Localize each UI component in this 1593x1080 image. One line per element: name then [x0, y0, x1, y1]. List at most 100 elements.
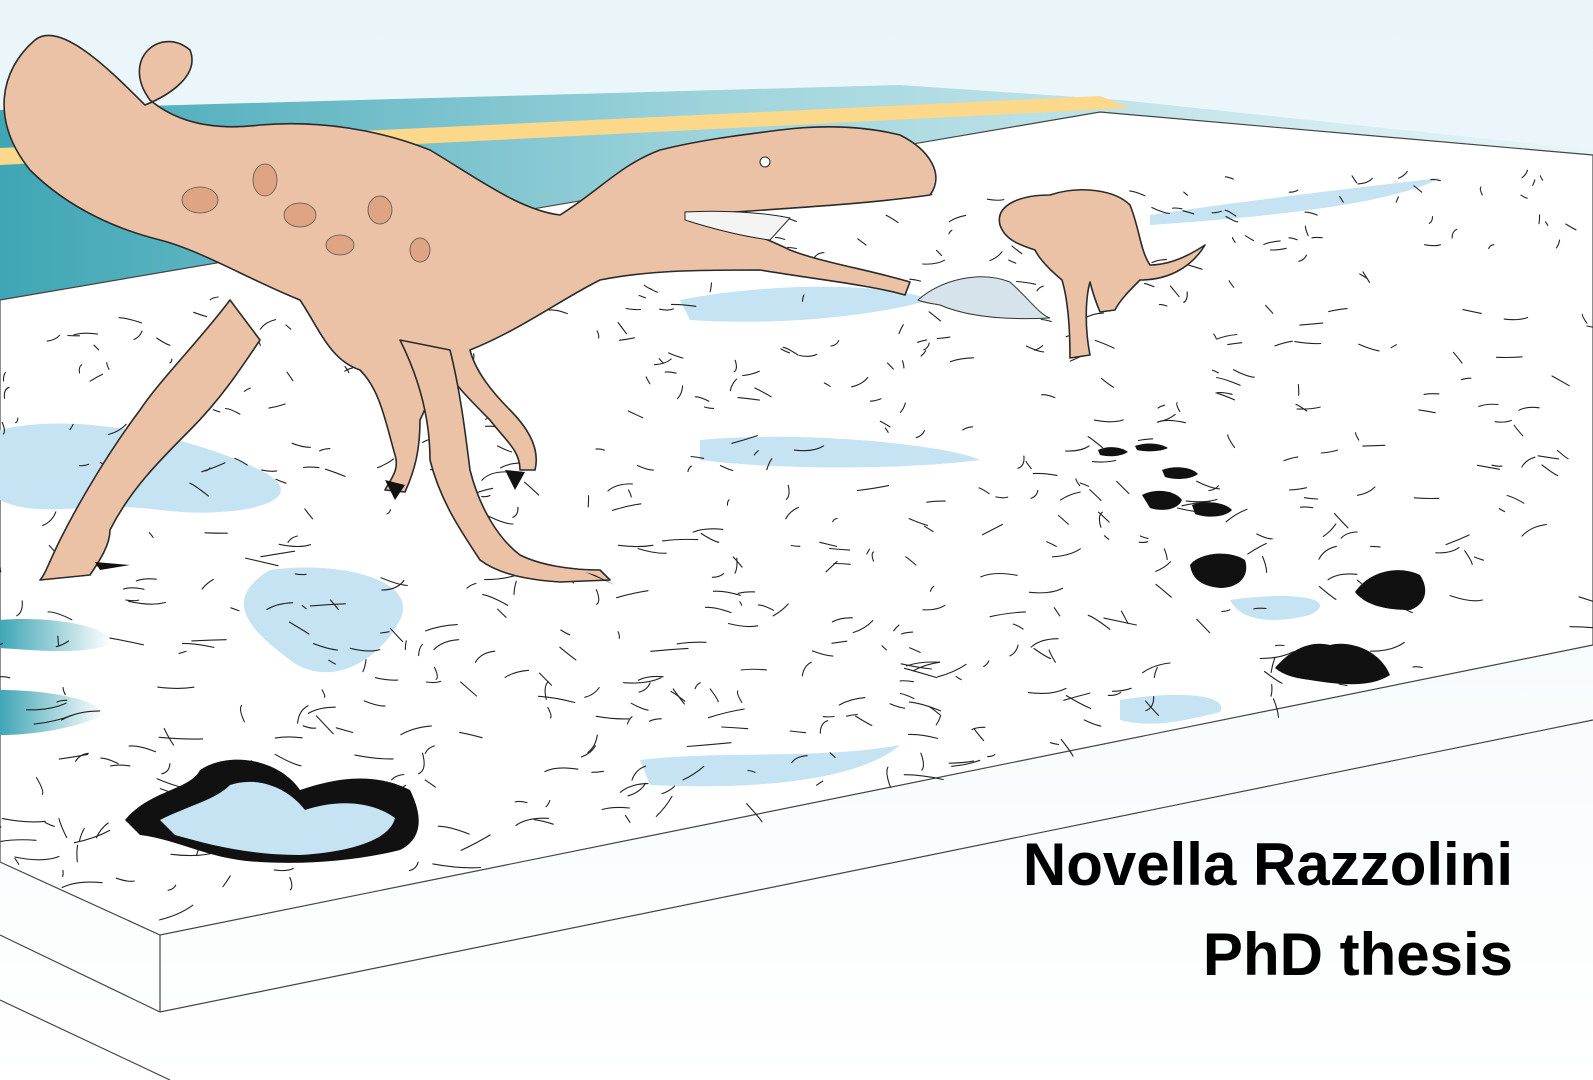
crack: [548, 309, 568, 315]
crack: [627, 410, 644, 419]
crack: [753, 450, 759, 456]
puddle: [680, 286, 930, 322]
crack: [286, 371, 294, 382]
crack: [261, 469, 278, 472]
crack: [856, 485, 890, 492]
crack: [889, 703, 906, 709]
crack: [424, 745, 435, 754]
crack: [425, 624, 458, 632]
crack: [626, 716, 633, 725]
crack: [1051, 548, 1081, 558]
crack: [742, 370, 760, 377]
crack: [1520, 194, 1528, 199]
crack: [1270, 657, 1276, 673]
crack: [78, 463, 90, 467]
crack: [811, 650, 834, 657]
crack: [15, 417, 19, 424]
crack: [61, 881, 103, 889]
crack: [595, 448, 606, 451]
crack: [349, 647, 381, 652]
crack: [274, 736, 303, 739]
crack: [668, 352, 684, 359]
crack: [1143, 283, 1155, 288]
crack: [1027, 687, 1067, 695]
crack: [1011, 245, 1023, 255]
crack: [1064, 445, 1090, 452]
crack: [1142, 662, 1171, 674]
crack: [601, 806, 631, 811]
crack: [44, 821, 55, 827]
crack: [167, 884, 177, 891]
footprint: [1098, 447, 1128, 457]
crack: [694, 682, 701, 690]
crack: [692, 528, 724, 533]
puddle: [1120, 694, 1222, 724]
crack: [1036, 285, 1044, 292]
crack: [898, 324, 904, 335]
crack: [128, 600, 166, 605]
crack: [687, 465, 692, 473]
crack: [288, 621, 310, 635]
crack: [108, 423, 127, 436]
crack: [785, 484, 790, 500]
crack: [793, 445, 825, 452]
puddle: [700, 436, 980, 468]
crack: [929, 585, 935, 592]
crack: [115, 877, 135, 882]
crack: [1578, 596, 1593, 602]
crack: [819, 720, 829, 734]
crack: [798, 353, 818, 357]
crack: [433, 639, 460, 651]
crack: [1157, 404, 1166, 409]
crack: [1261, 555, 1268, 573]
crack: [1151, 259, 1168, 264]
crack: [181, 642, 215, 648]
crack: [727, 622, 759, 628]
crack: [845, 713, 858, 717]
crack: [191, 639, 227, 642]
crack: [1244, 235, 1255, 242]
crack: [291, 442, 311, 448]
crack: [636, 464, 654, 471]
crack: [1569, 626, 1593, 629]
crack: [1224, 209, 1237, 217]
crack: [1059, 491, 1081, 501]
crack: [178, 650, 187, 654]
crack: [1397, 170, 1408, 179]
crack: [909, 647, 921, 653]
crack: [1, 421, 5, 435]
crack: [56, 699, 68, 703]
crack: [1462, 309, 1482, 314]
crack: [936, 336, 951, 340]
crack: [0, 676, 11, 679]
crack: [1424, 244, 1441, 247]
crack: [774, 236, 786, 241]
crack: [900, 663, 932, 670]
crack: [496, 445, 513, 453]
dinosaur-eye: [759, 156, 771, 168]
crack: [163, 727, 175, 746]
crack: [790, 544, 801, 547]
crack: [278, 543, 312, 548]
crack: [230, 607, 240, 612]
crack: [995, 496, 1009, 499]
crack: [1097, 511, 1110, 523]
crack: [1288, 189, 1299, 193]
crack: [664, 371, 677, 374]
crack: [694, 396, 710, 402]
crack: [903, 774, 944, 781]
crack: [1390, 344, 1397, 349]
crack: [1581, 313, 1588, 324]
crack: [156, 337, 171, 346]
crack: [93, 344, 100, 351]
crack: [726, 499, 730, 506]
crack: [239, 704, 245, 723]
crack: [1521, 523, 1548, 537]
crack: [948, 760, 975, 764]
crack: [1183, 291, 1188, 303]
crack: [307, 706, 336, 714]
crack: [1357, 177, 1373, 185]
crack: [670, 690, 686, 702]
crack: [73, 332, 99, 336]
crack: [676, 641, 707, 645]
